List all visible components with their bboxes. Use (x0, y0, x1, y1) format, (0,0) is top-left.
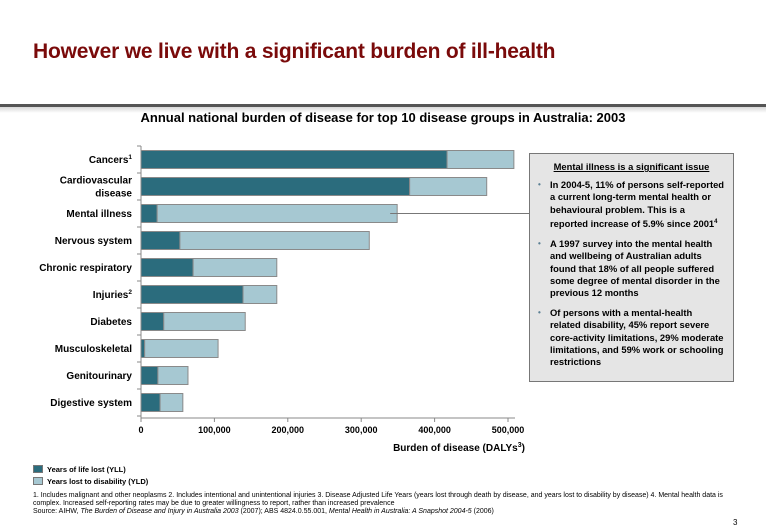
bar-yld (192, 258, 278, 277)
bar-yld (159, 393, 184, 412)
source-line: Source: AIHW, The Burden of Disease and … (33, 508, 494, 515)
category-label: Cancers1 (89, 154, 132, 166)
category-label: Injuries2 (93, 289, 133, 301)
category-label: Diabetes (90, 317, 132, 328)
chart-title: Annual national burden of disease for to… (140, 110, 626, 125)
x-tick-label: 200,000 (272, 425, 305, 435)
bar-yld (242, 285, 278, 304)
bar-yld (144, 339, 219, 358)
bar-yld (409, 177, 488, 196)
chart-legend: Years of life lost (YLL) Years lost to d… (33, 463, 148, 487)
category-label: Digestive system (50, 398, 132, 409)
bar-yll (140, 231, 181, 250)
bar-yll (140, 150, 448, 169)
category-label: Genitourinary (66, 371, 132, 382)
category-label: Chronic respiratory (39, 263, 132, 274)
x-tick-label: 500,000 (492, 425, 525, 435)
legend-swatch-yll (33, 465, 43, 473)
callout-heading: Mental illness is a significant issue (553, 161, 710, 172)
slide-title: However we live with a significant burde… (33, 40, 556, 63)
x-tick-label: 100,000 (198, 425, 231, 435)
category-label: Musculoskeletal (55, 344, 132, 355)
legend-swatch-yld (33, 477, 43, 485)
category-label: Cardiovascular (60, 176, 132, 187)
bar-yld (156, 204, 398, 223)
bar-yld (446, 150, 515, 169)
mental-illness-callout: Mental illness is a significant issue In… (529, 153, 734, 382)
callout-bullet: In 2004-5, 11% of persons self-reported … (538, 179, 725, 230)
callout-bullet: Of persons with a mental-health related … (538, 307, 725, 368)
x-axis-label: Burden of disease (DALYs3) (393, 442, 525, 454)
x-tick-label: 300,000 (345, 425, 378, 435)
bar-yld (163, 312, 246, 331)
legend-item-yld: Years lost to disability (YLD) (33, 475, 148, 487)
footnote-definitions: 1. Includes malignant and other neoplasm… (33, 492, 723, 507)
callout-bullet-list: In 2004-5, 11% of persons self-reported … (538, 179, 725, 368)
bar-yll (140, 339, 146, 358)
callout-bullet: A 1997 survey into the mental health and… (538, 238, 725, 299)
legend-item-yll: Years of life lost (YLL) (33, 463, 148, 475)
bar-yll (140, 366, 159, 385)
category-label: disease (95, 189, 132, 200)
title-divider-shadow (0, 107, 766, 113)
bar-yll (140, 204, 158, 223)
bar-yll (140, 258, 194, 277)
bar-yld (157, 366, 189, 385)
bar-yll (140, 393, 161, 412)
footnotes: 1. Includes malignant and other neoplasm… (33, 492, 733, 516)
category-label: Nervous system (55, 236, 132, 247)
x-tick-label: 400,000 (418, 425, 451, 435)
title-divider (0, 104, 766, 107)
bar-yld (179, 231, 370, 250)
bar-yll (140, 177, 411, 196)
page-number: 3 (733, 518, 738, 527)
category-label: Mental illness (66, 209, 132, 220)
bar-yll (140, 312, 165, 331)
x-tick-label: 0 (138, 425, 143, 435)
bar-yll (140, 285, 244, 304)
